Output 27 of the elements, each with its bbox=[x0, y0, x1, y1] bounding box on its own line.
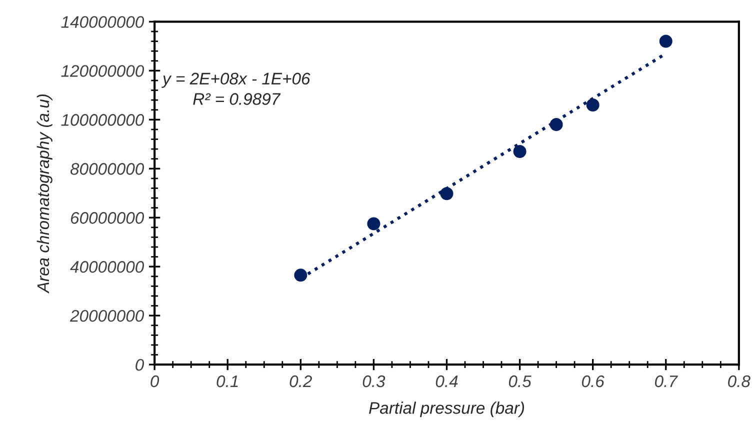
y-tick-label: 140000000 bbox=[61, 16, 144, 28]
y-tick-label: 0 bbox=[136, 358, 144, 371]
y-tick-label: 60000000 bbox=[70, 212, 144, 224]
point bbox=[440, 187, 454, 200]
y-axis-title: Area chromatography (a.u) bbox=[36, 94, 52, 294]
y-tick-label: 40000000 bbox=[70, 261, 144, 273]
point bbox=[294, 268, 308, 282]
point bbox=[550, 118, 563, 132]
x-tick-label: 0.5 bbox=[508, 375, 532, 388]
x-tick-label: 0 bbox=[150, 375, 160, 388]
x-tick-label: 0.7 bbox=[655, 375, 678, 388]
x-axis-title: Partial pressure (bar) bbox=[368, 402, 524, 418]
x-tick-label: 0.4 bbox=[436, 375, 458, 388]
y-tick-label: 100000000 bbox=[61, 114, 144, 126]
point bbox=[367, 217, 380, 230]
point bbox=[513, 144, 526, 158]
x-tick-label: 0.6 bbox=[582, 375, 604, 388]
x-tick-label: 0.8 bbox=[728, 375, 750, 388]
y-tick-label: 20000000 bbox=[70, 310, 144, 322]
annotation: y = 2E+08x - 1E+06 R² = 0.9897 bbox=[162, 72, 310, 105]
x-tick-label: 0.1 bbox=[216, 375, 238, 388]
y-tick-label: 120000000 bbox=[61, 65, 144, 77]
point bbox=[659, 34, 672, 48]
x-tick-label: 0.2 bbox=[290, 375, 312, 388]
point bbox=[586, 98, 600, 112]
y-tick-label: 80000000 bbox=[70, 163, 144, 175]
x-tick-label: 0.3 bbox=[362, 375, 386, 388]
